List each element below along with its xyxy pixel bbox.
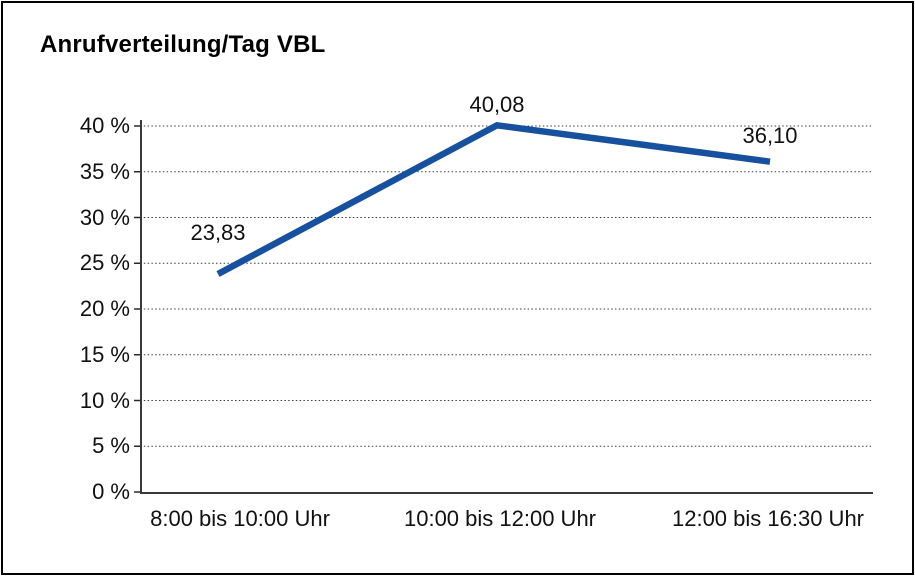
- data-point-label: 36,10: [742, 122, 798, 148]
- y-tick-label: 35 %: [79, 158, 130, 184]
- y-tick-label: 5 %: [92, 433, 130, 459]
- y-tick-label: 25 %: [79, 250, 130, 276]
- x-category-label: 10:00 bis 12:00 Uhr: [403, 506, 597, 531]
- data-point-label: 23,83: [190, 219, 246, 245]
- y-tick-label: 10 %: [79, 387, 130, 413]
- y-axis-labels: 0 % 5 % 10 % 15 % 20 % 25 % 30 % 35 % 40 %: [0, 0, 130, 576]
- data-point-label: 40,08: [469, 92, 525, 118]
- y-tick-label: 0 %: [92, 479, 130, 504]
- y-tick-label: 30 %: [79, 204, 130, 230]
- y-tick-label: 40 %: [79, 113, 130, 138]
- data-line: [216, 121, 771, 277]
- x-category-label: 8:00 bis 10:00 Uhr: [150, 506, 330, 531]
- chart-title: Anrufverteilung/Tag VBL: [40, 31, 326, 58]
- x-category-label: 12:00 bis 16:30 Uhr: [671, 506, 865, 531]
- y-tick-label: 15 %: [79, 341, 130, 367]
- y-tick-label: 20 %: [79, 296, 130, 321]
